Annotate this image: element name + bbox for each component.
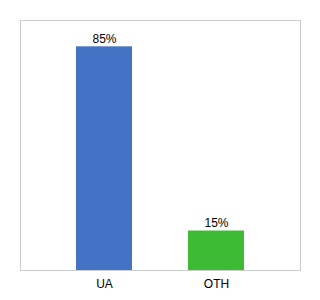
svg-text:UA: UA — [96, 277, 113, 291]
svg-text:85%: 85% — [92, 32, 116, 46]
svg-text:15%: 15% — [204, 216, 228, 230]
svg-text:OTH: OTH — [204, 277, 229, 291]
